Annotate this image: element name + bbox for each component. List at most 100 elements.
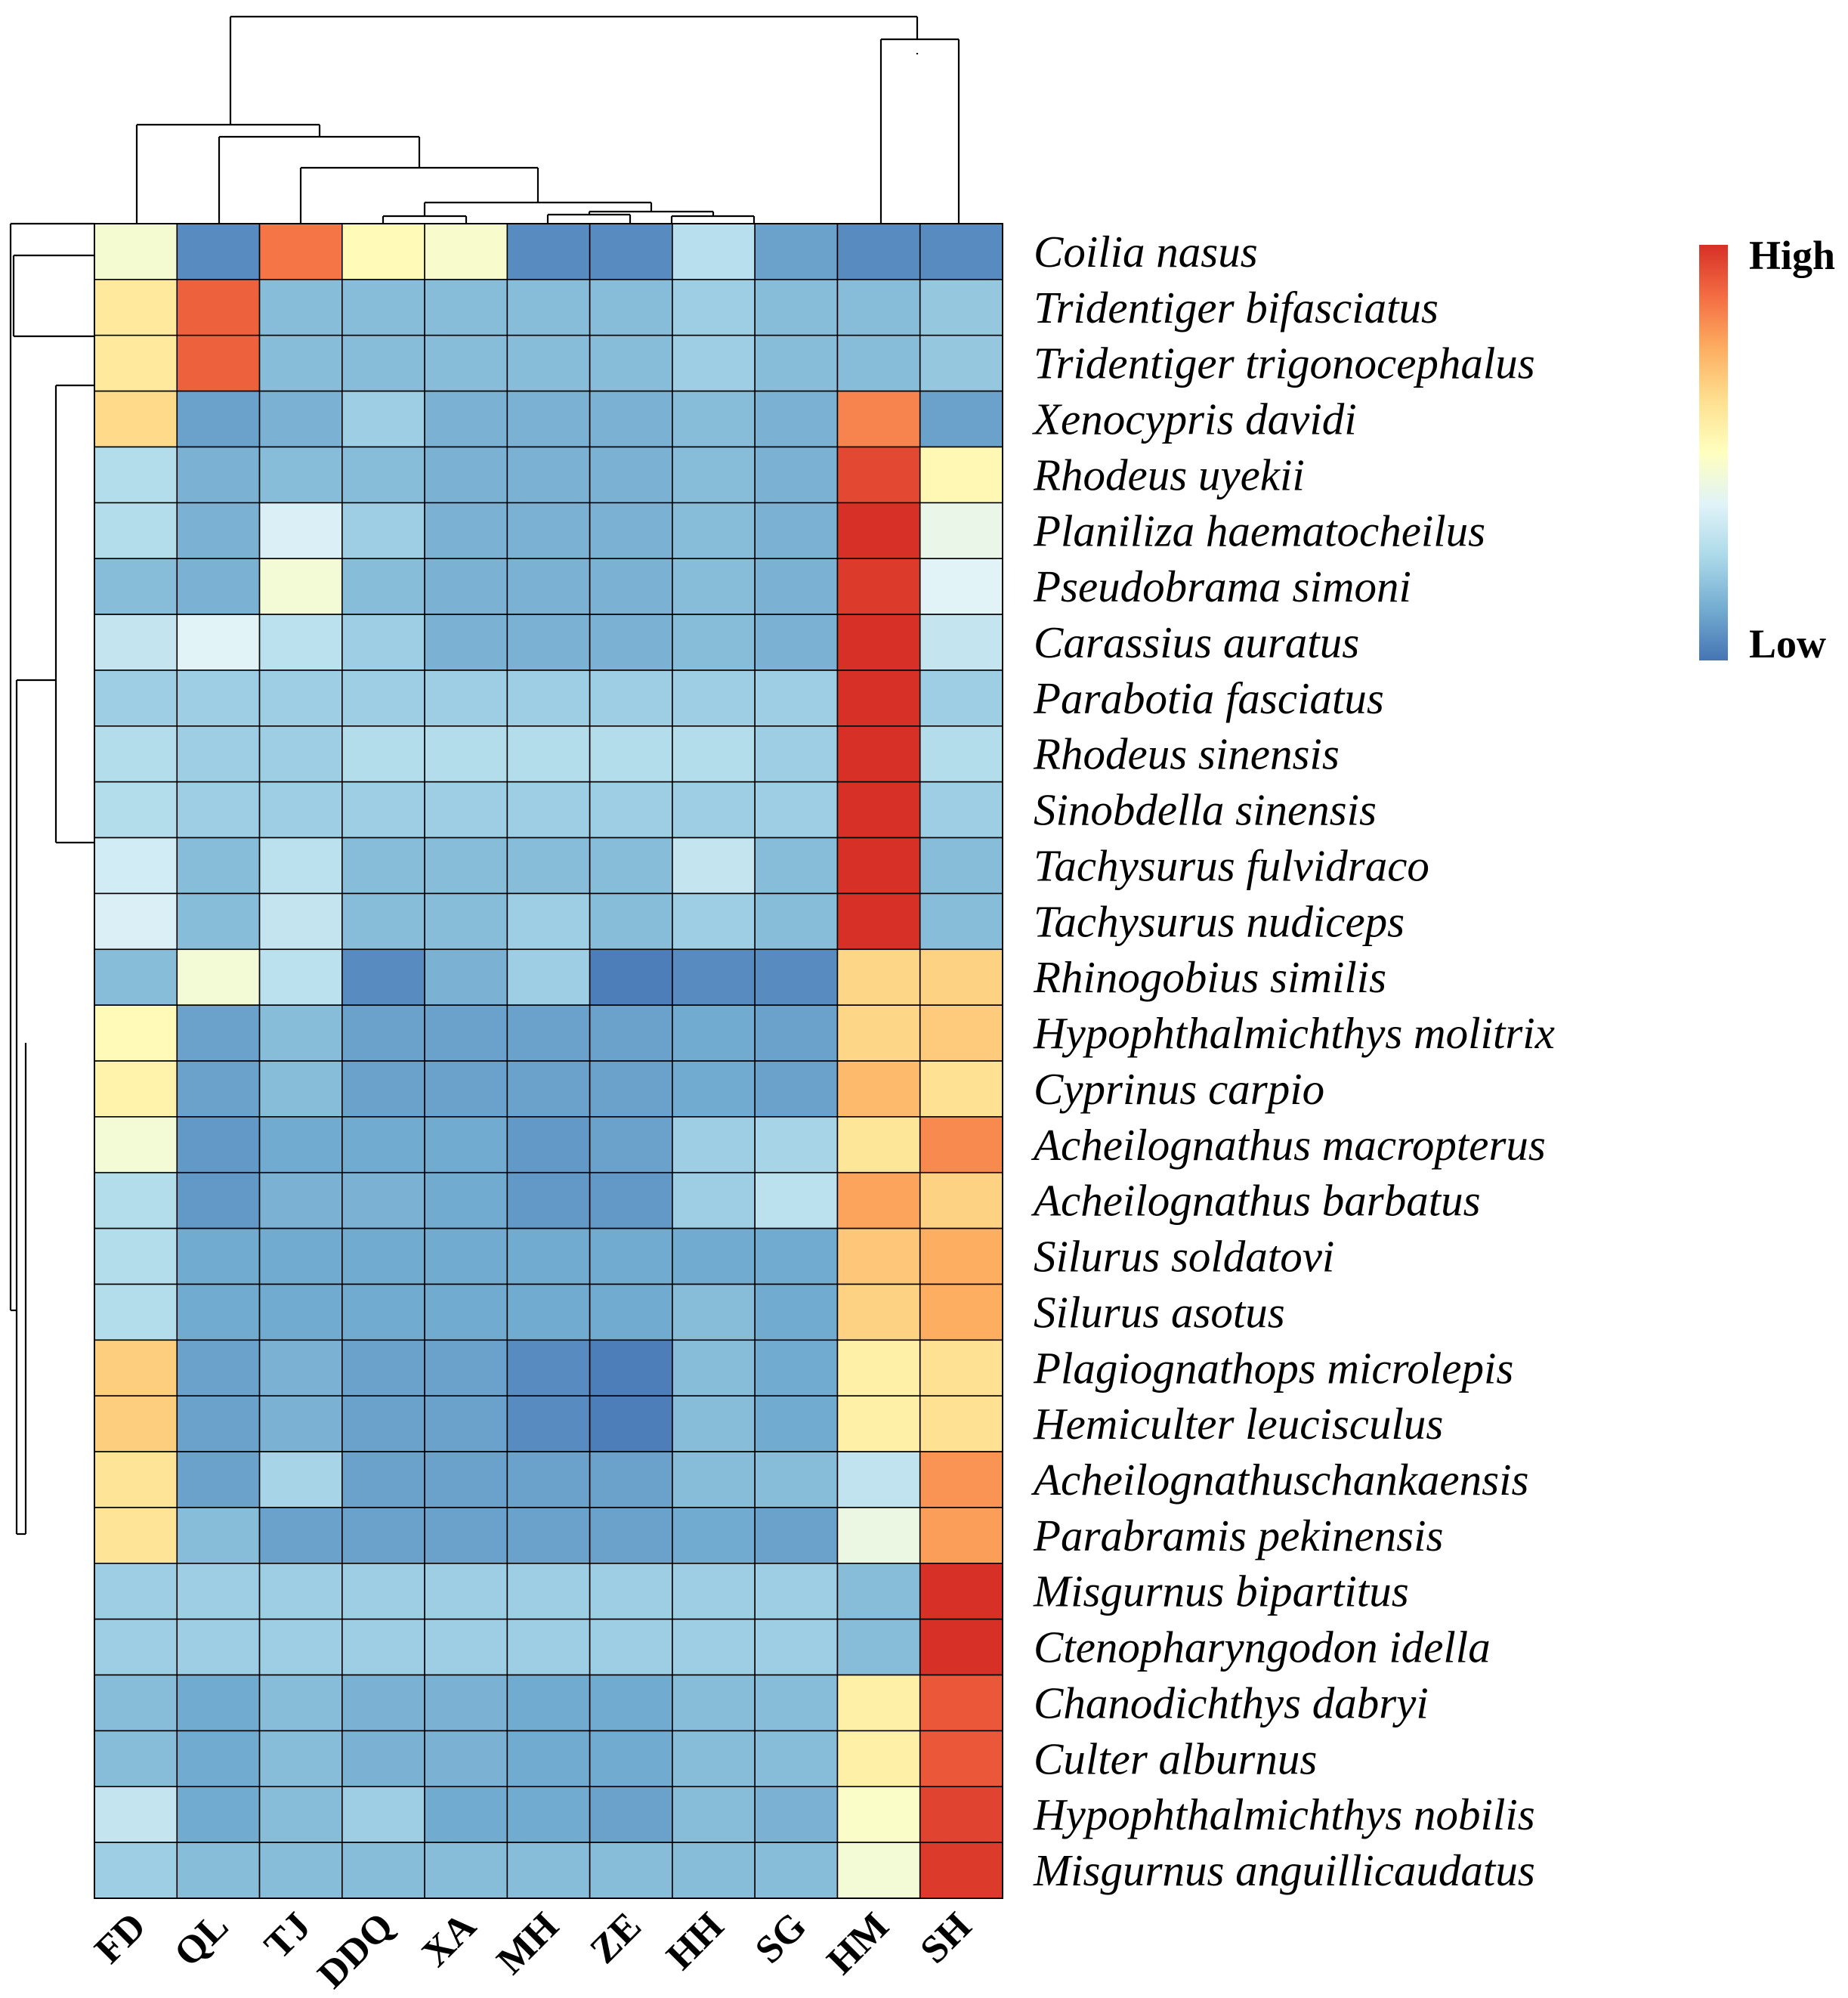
heatmap-cell bbox=[836, 614, 921, 671]
heatmap-cell bbox=[258, 1395, 343, 1452]
heatmap-cell bbox=[754, 892, 839, 951]
heatmap-cell bbox=[341, 1786, 425, 1843]
heatmap-cell bbox=[506, 1283, 591, 1341]
heatmap-cell bbox=[341, 892, 425, 951]
heatmap-cell bbox=[672, 334, 756, 392]
heatmap-cell bbox=[919, 1171, 1003, 1229]
column-label: SH bbox=[912, 1904, 979, 1972]
heatmap-cell bbox=[424, 892, 508, 951]
heatmap-cell bbox=[424, 670, 508, 727]
heatmap-cell bbox=[506, 1674, 591, 1732]
heatmap-cell bbox=[836, 892, 921, 951]
heatmap-cell bbox=[258, 1451, 343, 1508]
heatmap-cell bbox=[94, 1674, 178, 1732]
heatmap-cell bbox=[506, 1004, 591, 1062]
heatmap-cell bbox=[672, 1395, 756, 1452]
heatmap-cell bbox=[424, 223, 508, 280]
heatmap-cell bbox=[341, 614, 425, 671]
row-label: Parabotia fasciatus bbox=[1033, 673, 1384, 723]
heatmap-cell bbox=[754, 1842, 839, 1899]
heatmap-cell bbox=[94, 1227, 178, 1285]
heatmap-cell bbox=[424, 1339, 508, 1397]
row-label: Rhodeus sinensis bbox=[1033, 729, 1340, 779]
heatmap-cell bbox=[341, 1339, 425, 1397]
heatmap-cell bbox=[94, 334, 178, 392]
heatmap-cell bbox=[258, 279, 343, 336]
row-label: Xenocypris davidi bbox=[1032, 394, 1357, 444]
heatmap-cells bbox=[94, 223, 1003, 1899]
heatmap-cell bbox=[836, 223, 921, 280]
heatmap-cell bbox=[341, 1227, 425, 1285]
heatmap-cell bbox=[176, 446, 261, 504]
heatmap-cell bbox=[94, 1507, 178, 1564]
heatmap-cell bbox=[94, 948, 178, 1006]
heatmap-cell bbox=[94, 781, 178, 839]
row-label: Acheilognathus macropterus bbox=[1031, 1120, 1546, 1170]
heatmap-cell bbox=[754, 837, 839, 895]
heatmap-cell bbox=[836, 1563, 921, 1620]
heatmap-cell bbox=[754, 1563, 839, 1620]
heatmap-cell bbox=[672, 1618, 756, 1676]
heatmap-cell bbox=[341, 502, 425, 559]
column-label: SG bbox=[747, 1904, 814, 1972]
heatmap-cell bbox=[506, 1339, 591, 1397]
row-label: Misgurnus anguillicaudatus bbox=[1033, 1845, 1535, 1895]
heatmap-cell bbox=[176, 1395, 261, 1452]
heatmap-cell bbox=[754, 1786, 839, 1843]
heatmap-cell bbox=[341, 1283, 425, 1341]
heatmap-cell bbox=[754, 558, 839, 615]
heatmap-cell bbox=[341, 223, 425, 280]
column-label: TJ bbox=[256, 1904, 319, 1967]
row-label: Misgurnus bipartitus bbox=[1033, 1567, 1409, 1616]
heatmap-cell bbox=[754, 1004, 839, 1062]
heatmap-cell bbox=[176, 892, 261, 951]
heatmap-cell bbox=[836, 1618, 921, 1676]
heatmap-cell bbox=[672, 279, 756, 336]
heatmap-cell bbox=[341, 1507, 425, 1564]
column-label: QL bbox=[166, 1904, 236, 1975]
heatmap-cell bbox=[176, 502, 261, 559]
heatmap-cell bbox=[672, 1283, 756, 1341]
heatmap-cell bbox=[589, 223, 673, 280]
heatmap-cell bbox=[176, 1786, 261, 1843]
heatmap-cell bbox=[424, 1060, 508, 1118]
heatmap-cell bbox=[506, 1395, 591, 1452]
heatmap-cell bbox=[919, 1786, 1003, 1843]
heatmap-cell bbox=[836, 1674, 921, 1732]
heatmap-cell bbox=[589, 502, 673, 559]
heatmap-cell bbox=[919, 892, 1003, 951]
heatmap-cell bbox=[424, 1004, 508, 1062]
row-label: Acheilognathus barbatus bbox=[1031, 1176, 1481, 1226]
heatmap-cell bbox=[589, 558, 673, 615]
row-labels: Coilia nasus Tridentiger bifasciatus Tride… bbox=[1031, 227, 1555, 1895]
heatmap-cell bbox=[589, 781, 673, 839]
row-label: Plagiognathops microlepis bbox=[1033, 1343, 1513, 1393]
heatmap-cell bbox=[341, 1004, 425, 1062]
heatmap-cell bbox=[258, 1283, 343, 1341]
heatmap-cell bbox=[754, 502, 839, 559]
heatmap-cell bbox=[836, 502, 921, 559]
heatmap-cell bbox=[341, 390, 425, 448]
heatmap-cell bbox=[589, 1618, 673, 1676]
heatmap-cell bbox=[506, 446, 591, 504]
heatmap-cell bbox=[919, 1227, 1003, 1285]
heatmap-cell bbox=[94, 1618, 178, 1676]
heatmap-cell bbox=[589, 1004, 673, 1062]
heatmap-cell bbox=[176, 948, 261, 1006]
heatmap-cell bbox=[424, 279, 508, 336]
heatmap-cell bbox=[589, 1451, 673, 1508]
heatmap-cell bbox=[672, 1451, 756, 1508]
heatmap-cell bbox=[341, 1116, 425, 1174]
heatmap-cell bbox=[176, 1004, 261, 1062]
heatmap-cell bbox=[589, 948, 673, 1006]
heatmap-frame bbox=[94, 223, 1003, 1899]
heatmap-cell bbox=[176, 1674, 261, 1732]
heatmap-cell bbox=[672, 1116, 756, 1174]
heatmap-cell bbox=[506, 1116, 591, 1174]
heatmap-cell bbox=[589, 1227, 673, 1285]
heatmap-cell bbox=[754, 1674, 839, 1732]
heatmap-cell bbox=[176, 1451, 261, 1508]
heatmap-cell bbox=[94, 1116, 178, 1174]
row-dendrogram bbox=[9, 222, 94, 1536]
heatmap-cell bbox=[424, 1842, 508, 1899]
